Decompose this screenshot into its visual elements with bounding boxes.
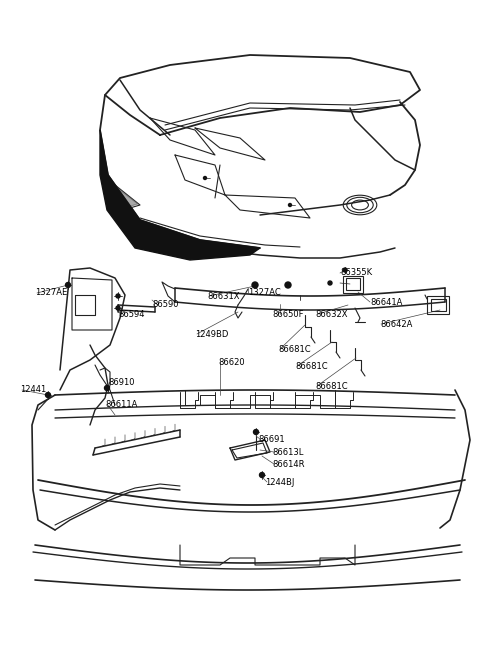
Circle shape xyxy=(253,430,259,434)
Circle shape xyxy=(260,472,264,477)
Text: 86620: 86620 xyxy=(218,358,245,367)
Text: 86611A: 86611A xyxy=(105,400,137,409)
Polygon shape xyxy=(100,130,260,260)
Text: 12441: 12441 xyxy=(20,385,46,394)
Circle shape xyxy=(252,282,258,288)
Text: 86614R: 86614R xyxy=(272,460,304,469)
Text: 86681C: 86681C xyxy=(315,382,348,391)
Circle shape xyxy=(328,281,332,285)
Circle shape xyxy=(204,176,206,179)
Text: 86681C: 86681C xyxy=(278,345,311,354)
Text: 86650F: 86650F xyxy=(272,310,303,319)
Text: 86355K: 86355K xyxy=(340,268,372,277)
Circle shape xyxy=(288,204,291,206)
Text: 1327AC: 1327AC xyxy=(248,288,281,297)
Bar xyxy=(346,278,360,290)
Circle shape xyxy=(46,392,50,398)
Circle shape xyxy=(285,282,291,288)
Bar xyxy=(427,296,449,314)
Polygon shape xyxy=(108,186,138,207)
Bar xyxy=(431,299,445,311)
Text: 86590: 86590 xyxy=(152,300,179,309)
Text: 86642A: 86642A xyxy=(380,320,412,329)
Text: 86613L: 86613L xyxy=(272,448,303,457)
Circle shape xyxy=(105,386,109,390)
Circle shape xyxy=(343,268,347,272)
Text: 86594: 86594 xyxy=(118,310,144,319)
Text: 86910: 86910 xyxy=(108,378,134,387)
Text: 86691: 86691 xyxy=(258,435,285,444)
Bar xyxy=(343,276,363,293)
Text: 86631X: 86631X xyxy=(207,292,240,301)
Text: 86681C: 86681C xyxy=(295,362,328,371)
Text: 1327AE: 1327AE xyxy=(35,288,67,297)
Circle shape xyxy=(65,282,71,288)
Circle shape xyxy=(116,294,120,298)
Text: 86632X: 86632X xyxy=(315,310,348,319)
Text: 1244BJ: 1244BJ xyxy=(265,478,294,487)
Circle shape xyxy=(116,306,120,310)
Text: 1249BD: 1249BD xyxy=(195,330,228,339)
Text: 86641A: 86641A xyxy=(370,298,402,307)
